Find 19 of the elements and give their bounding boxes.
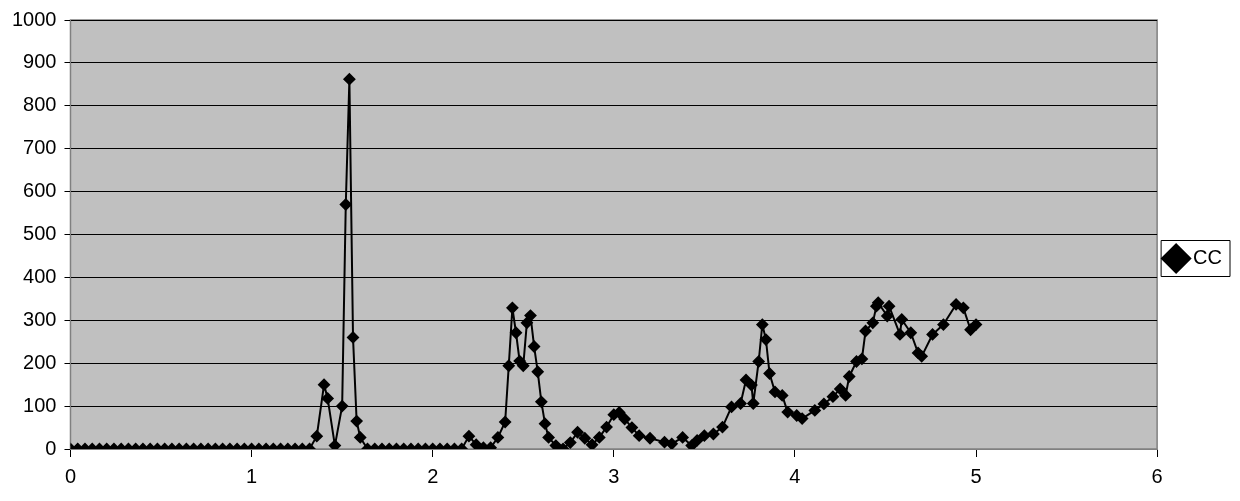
x-tick-label: 3 [608, 464, 620, 487]
x-tick-label: 5 [970, 464, 982, 487]
y-tick-label: 900 [23, 50, 57, 73]
x-tick-label: 6 [1151, 464, 1163, 487]
x-tick-label: 0 [64, 464, 77, 487]
y-tick-label: 600 [23, 179, 57, 202]
y-tick-label: 200 [23, 350, 57, 373]
y-tick-label: 400 [23, 264, 57, 287]
y-tick-label: 700 [23, 136, 57, 159]
x-tick-label: 4 [789, 464, 801, 487]
y-tick-label: 300 [23, 307, 57, 330]
y-tick-label: 500 [23, 222, 57, 245]
x-tick-label: 2 [427, 464, 439, 487]
y-tick-label: 100 [23, 393, 57, 416]
y-tick-label: 800 [23, 93, 57, 116]
y-tick-label: 1000 [11, 7, 57, 30]
x-tick-label: 1 [246, 464, 258, 487]
y-tick-label: 0 [45, 436, 57, 459]
legend-label: CC [1193, 246, 1222, 269]
